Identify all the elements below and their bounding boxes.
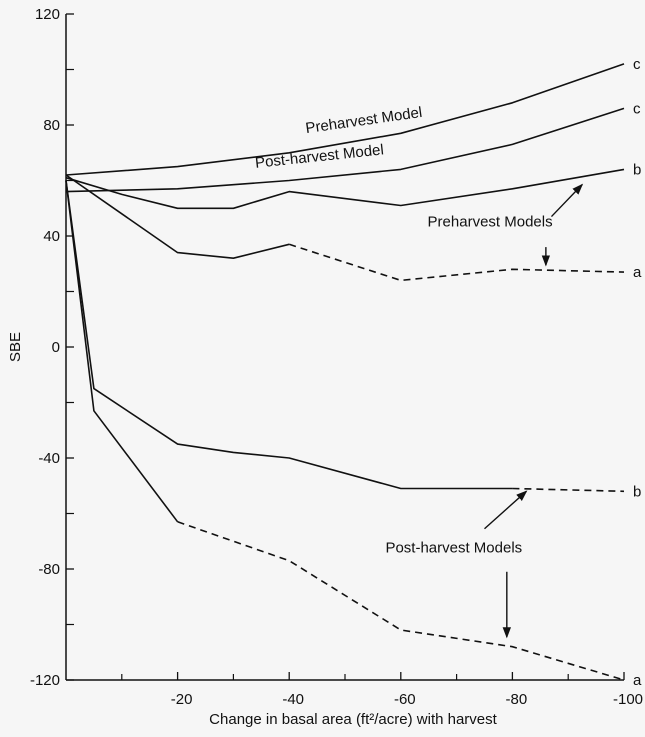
series-line-dashed-4	[512, 487, 625, 493]
series-end-label: a	[633, 672, 642, 689]
series-line-1	[65, 107, 625, 193]
series-line-5	[65, 180, 179, 523]
y-tick-label: 0	[52, 339, 60, 356]
arrow-to-post-b	[484, 490, 528, 530]
y-tick-label: 40	[43, 228, 60, 245]
y-tick-label: -80	[38, 561, 60, 578]
series-line-3	[65, 174, 290, 259]
series-end-label: c	[633, 56, 641, 73]
series-end-label: b	[633, 161, 641, 178]
series-end-label: b	[633, 483, 641, 500]
post-harvest-model-label: Post-harvest Model	[254, 141, 384, 171]
series-end-label: c	[633, 100, 641, 117]
series-end-label: a	[633, 264, 642, 281]
x-tick-label: -60	[394, 691, 416, 708]
x-tick-label: -20	[171, 691, 193, 708]
series-lines	[65, 63, 625, 681]
post-harvest-models-label: Post-harvest Models	[385, 539, 522, 556]
series-line-dashed-5	[177, 521, 625, 681]
y-tick-label: -40	[38, 450, 60, 467]
axes	[65, 13, 625, 681]
y-tick-label: 80	[43, 117, 60, 134]
series-line-4	[65, 180, 513, 490]
x-tick-label: -40	[282, 691, 304, 708]
x-tick-label: -100	[613, 691, 643, 708]
preharvest-models-label: Preharvest Models	[428, 213, 553, 230]
x-axis-label: Change in basal area (ft²/acre) with har…	[209, 711, 497, 728]
y-tick-label: -120	[30, 672, 60, 689]
series-line-dashed-3	[288, 243, 625, 282]
series-line-2	[65, 168, 625, 210]
y-tick-label: 120	[35, 6, 60, 23]
chart-labels: 120 80 40 0 -40 -80 -120 -20 -40 -60 -80 -100 Change…	[7, 6, 643, 728]
arrow-to-b	[550, 183, 584, 218]
x-tick-label: -80	[506, 691, 528, 708]
series-line-0	[65, 63, 625, 176]
y-axis-label: SBE	[7, 332, 24, 362]
